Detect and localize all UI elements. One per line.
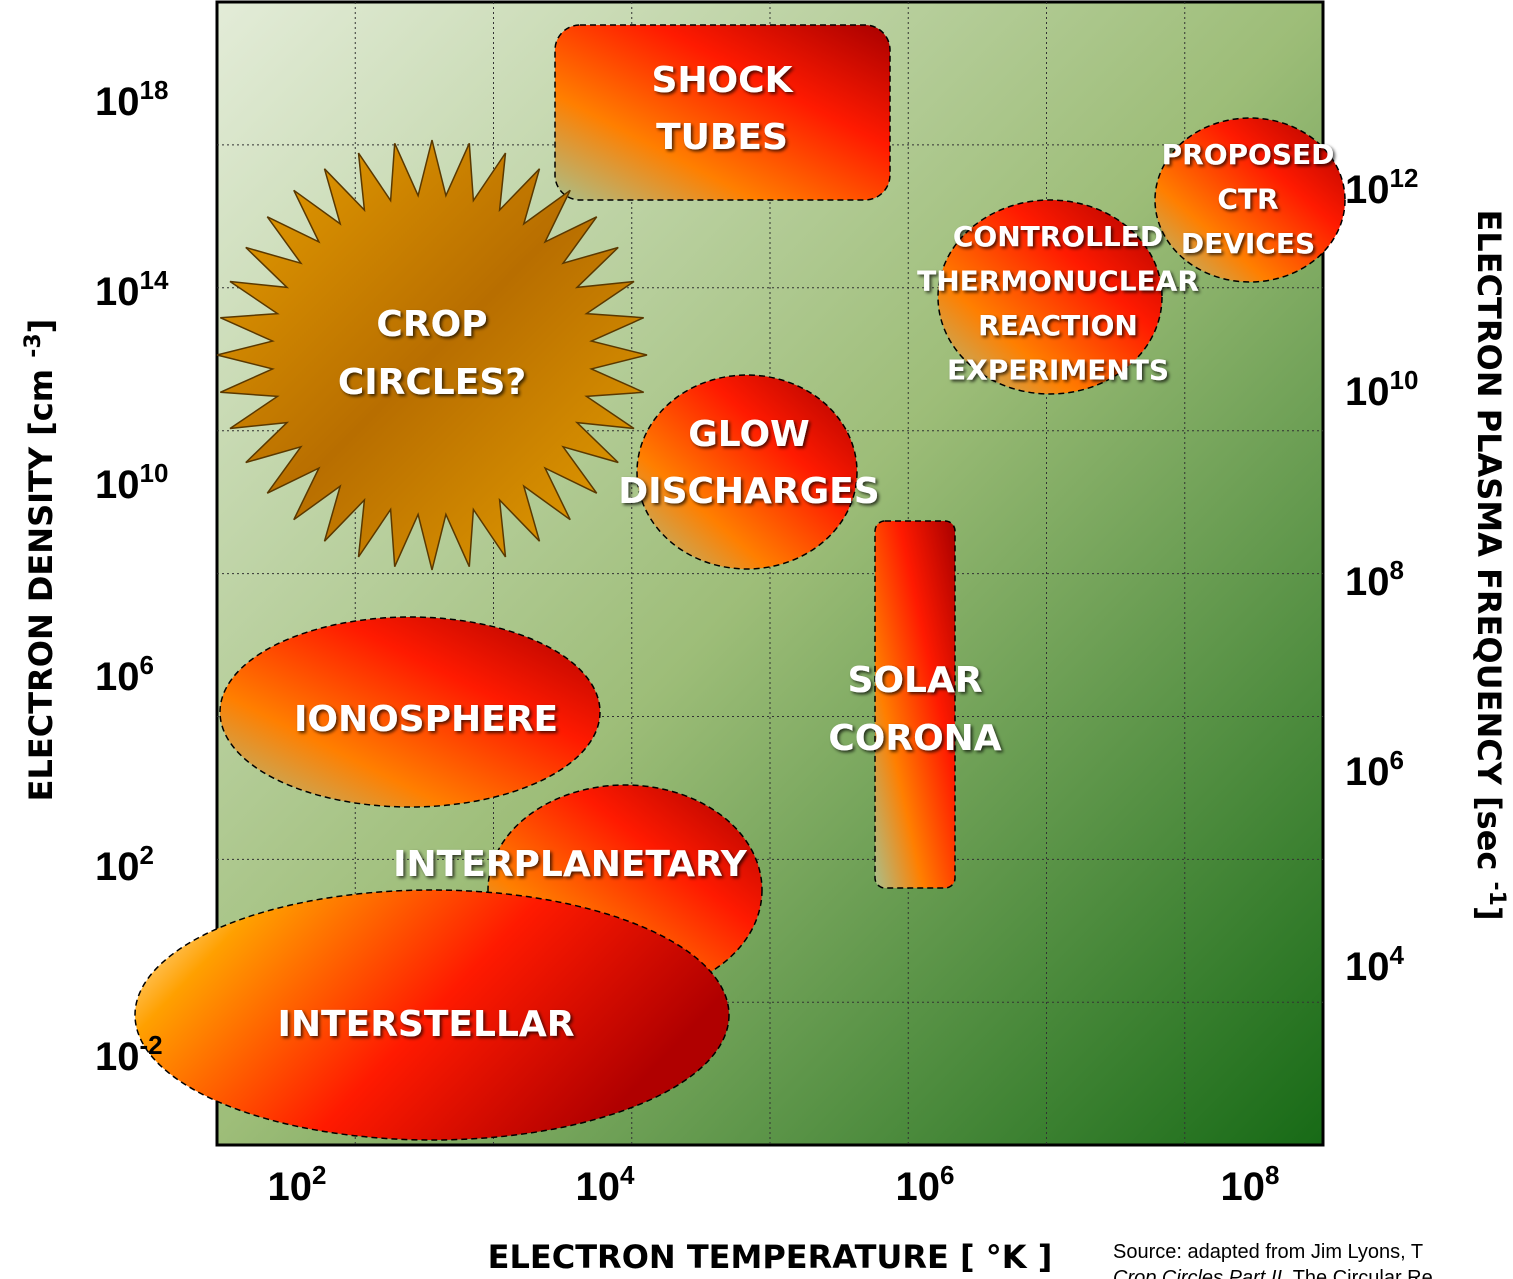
- tick-base: 10: [1345, 560, 1390, 604]
- region-label: SHOCK: [652, 60, 794, 101]
- tick-base: 10: [95, 655, 140, 699]
- tick-label: 104: [576, 1160, 636, 1209]
- tick-base: 10: [268, 1165, 313, 1209]
- tick-base: 10: [1221, 1165, 1266, 1209]
- tick-exp: 10: [140, 458, 169, 488]
- tick-label: 1010: [1345, 365, 1418, 414]
- region-shape: [874, 520, 956, 889]
- region-label: IONOSPHERE: [294, 699, 558, 740]
- y-axis-label: ELECTRON DENSITY [cm -3]: [21, 319, 60, 802]
- tick-base: 10: [95, 1035, 140, 1079]
- region-label: CONTROLLED: [953, 220, 1163, 253]
- region-label: PROPOSED: [1162, 138, 1335, 171]
- tick-base: 10: [95, 845, 140, 889]
- tick-label: 102: [95, 840, 154, 889]
- region-label: DEVICES: [1181, 227, 1315, 260]
- source: Source: adapted from Jim Lyons, T: [1113, 1241, 1423, 1263]
- region-label: EXPERIMENTS: [947, 354, 1169, 387]
- tick-base: 10: [1345, 168, 1390, 212]
- label-part: ELECTRON DENSITY [cm: [22, 358, 60, 802]
- source-part: . The Circular Re: [1282, 1267, 1433, 1279]
- label-part: ]: [22, 319, 60, 334]
- tick-base: 10: [95, 270, 140, 314]
- tick-label: 1012: [1345, 163, 1418, 212]
- tick-base: 10: [95, 463, 140, 507]
- region-label: CIRCLES?: [338, 362, 526, 403]
- tick-label: 106: [1345, 745, 1404, 794]
- region-label: CORONA: [828, 718, 1001, 759]
- tick-label: 1014: [95, 265, 169, 314]
- tick-exp: 6: [1390, 745, 1404, 775]
- region-label: GLOW: [688, 414, 810, 455]
- region-label: CROP: [376, 304, 487, 345]
- y2-axis-label: ELECTRON PLASMA FREQUENCY [sec -1]: [1470, 209, 1509, 920]
- region-label: TUBES: [656, 117, 788, 158]
- region-shape: [636, 374, 858, 570]
- region-shape: [554, 24, 891, 201]
- tick-base: 10: [1345, 945, 1390, 989]
- tick-label: 1018: [95, 75, 168, 124]
- tick-label: 10-2: [95, 1030, 163, 1079]
- tick-label: 102: [268, 1160, 327, 1209]
- tick-base: 10: [576, 1165, 621, 1209]
- region-label: REACTION: [978, 309, 1138, 342]
- region-label: INTERSTELLAR: [278, 1004, 575, 1045]
- tick-exp: 4: [620, 1160, 635, 1190]
- tick-base: 10: [95, 80, 140, 124]
- region-shape: [1154, 117, 1346, 283]
- region-shape: [216, 139, 648, 571]
- tick-label: 1010: [95, 458, 168, 507]
- tick-exp: 8: [1390, 555, 1404, 585]
- label-part: ]: [1470, 906, 1508, 921]
- region-label: DISCHARGES: [618, 471, 879, 512]
- region-shape: [134, 889, 730, 1141]
- tick-exp: 18: [140, 75, 169, 105]
- tick-base: 10: [896, 1165, 941, 1209]
- region-shape: [219, 616, 601, 808]
- tick-exp: 10: [1390, 365, 1419, 395]
- tick-exp: 14: [140, 265, 169, 295]
- region-label: CTR: [1217, 183, 1278, 216]
- label-sup: -1: [1484, 881, 1509, 905]
- tick-label: 108: [1345, 555, 1404, 604]
- tick-label: 106: [896, 1160, 955, 1209]
- label-part: ELECTRON PLASMA FREQUENCY [sec: [1470, 209, 1508, 881]
- label-sup: -3: [21, 333, 46, 357]
- tick-label: 108: [1221, 1160, 1280, 1209]
- tick-label: 106: [95, 650, 154, 699]
- tick-exp: -2: [140, 1030, 163, 1060]
- tick-exp: 12: [1390, 163, 1419, 193]
- region-label: THERMONUCLEAR: [917, 265, 1199, 298]
- tick-exp: 8: [1265, 1160, 1279, 1190]
- source-part: Crop Circles Part II: [1113, 1267, 1282, 1279]
- tick-exp: 2: [312, 1160, 326, 1190]
- regions: [134, 24, 1346, 1141]
- region-label: INTERPLANETARY: [393, 844, 748, 885]
- tick-exp: 4: [1390, 940, 1405, 970]
- region-label: SOLAR: [847, 660, 982, 701]
- tick-base: 10: [1345, 370, 1390, 414]
- region-shape: [937, 199, 1163, 395]
- source: Crop Circles Part II. The Circular Re: [1113, 1267, 1433, 1279]
- x-axis-label: ELECTRON TEMPERATURE [ °K ]: [488, 1238, 1053, 1276]
- tick-base: 10: [1345, 750, 1390, 794]
- tick-label: 104: [1345, 940, 1405, 989]
- tick-exp: 2: [140, 840, 154, 870]
- tick-exp: 6: [140, 650, 154, 680]
- tick-exp: 6: [940, 1160, 954, 1190]
